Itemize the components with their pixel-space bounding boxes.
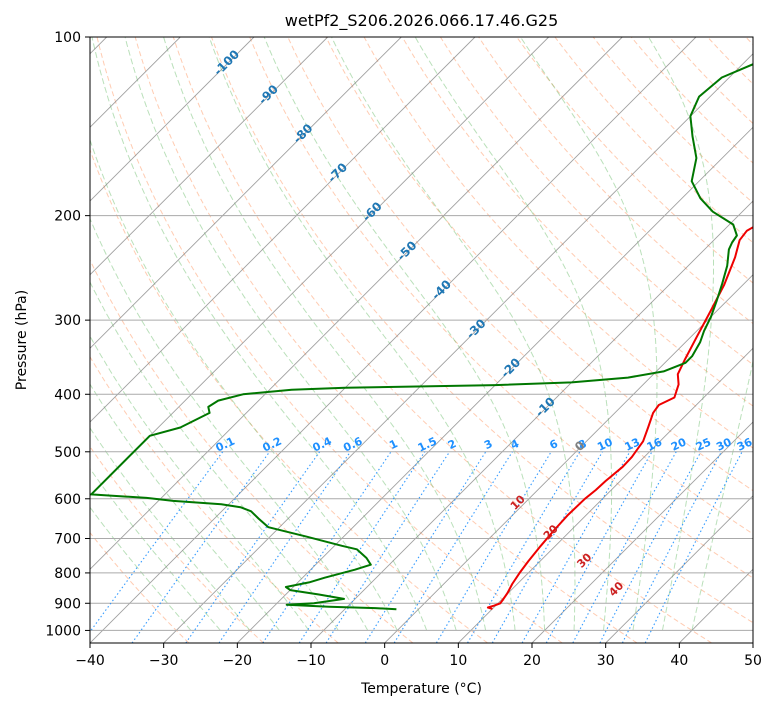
dry-adiabat (478, 37, 753, 325)
axes: −40 −30 −20 −10 0 10 20 30 40 50 100 200 300 400 500 60… (45, 30, 762, 669)
skewed-isotherm (90, 37, 697, 643)
x-tick-label: −40 (75, 653, 105, 669)
mixing-ratio-label: 36 (735, 435, 755, 453)
mixing-ratio-line (572, 451, 677, 643)
x-tick-label: 20 (523, 653, 541, 669)
dry-adiabat (287, 37, 753, 535)
dry-adiabat (172, 37, 712, 643)
y-tick-label: 500 (54, 445, 81, 461)
skewed-isotherm (90, 37, 402, 349)
y-tick-label: 700 (54, 532, 81, 548)
dry-adiabat (90, 258, 414, 643)
skewed-isotherm (163, 53, 753, 643)
skewed-isotherm (90, 37, 476, 423)
profile-lines (90, 63, 753, 611)
background-lines (90, 37, 753, 643)
moist-adiabat (331, 37, 576, 631)
y-axis-label: Pressure (hPa) (14, 290, 30, 390)
dry-adiabat (96, 37, 563, 643)
x-tick-label: 30 (597, 653, 615, 669)
dry-adiabat (90, 355, 339, 643)
mixing-ratio-label: 30 (714, 435, 734, 453)
skewed-isotherm (605, 495, 753, 643)
moist-adiabat (519, 37, 658, 631)
mixing-ratio-line (467, 451, 581, 643)
mixing-ratio-label: 20 (669, 435, 689, 453)
dry-adiabat (439, 37, 753, 366)
mixing-ratio-line (364, 451, 487, 643)
plot-frame (89, 36, 754, 644)
skewed-isotherm (384, 274, 753, 643)
moist-adiabat (263, 37, 546, 631)
skewed-isotherm (457, 347, 753, 643)
dry-adiabat (592, 37, 753, 204)
moist-adiabat (90, 467, 221, 631)
dry-adiabat (401, 37, 753, 407)
skewed-isotherm (310, 200, 753, 643)
mixing-ratio-label: 25 (694, 436, 713, 454)
mixing-ratio-label: 16 (645, 435, 665, 453)
dry-adiabat (90, 148, 488, 643)
moist-adiabat (124, 37, 457, 631)
moist-adiabat (648, 37, 714, 631)
temperature-profile-line (486, 226, 753, 610)
mixing-ratio-label: 13 (623, 436, 642, 454)
moist-adiabat (90, 138, 398, 631)
moist-adiabat (90, 383, 280, 631)
mixing-ratio-line (545, 451, 653, 643)
skewed-isotherm (236, 126, 753, 643)
moist-adiabat (90, 427, 251, 631)
x-tick-label: 0 (380, 653, 389, 669)
mixing-ratio-line (131, 451, 271, 643)
x-axis-label: Temperature (°C) (360, 681, 482, 697)
x-tick-label: −30 (149, 653, 179, 669)
x-tick-label: −20 (223, 653, 253, 669)
y-tick-label: 900 (54, 596, 81, 612)
x-tick-label: −10 (296, 653, 326, 669)
y-tick-label: 1000 (45, 623, 81, 639)
dry-adiabat (325, 37, 753, 492)
skewed-isotherm (531, 421, 753, 643)
y-tick-label: 400 (54, 387, 81, 403)
chart-title: wetPf2_S206.2026.066.17.46.G25 (285, 11, 559, 31)
y-tick-label: 600 (54, 492, 81, 508)
plot-background (90, 37, 753, 643)
skewed-isotherm (90, 37, 255, 202)
moist-adiabat (91, 37, 428, 631)
dry-adiabat (90, 531, 190, 643)
dry-adiabat (134, 37, 638, 643)
y-tick-label: 300 (54, 313, 81, 329)
mixing-ratio-line (435, 451, 552, 643)
skewed-isotherm (90, 37, 550, 497)
y-tick-label: 100 (54, 30, 81, 46)
moist-adiabat (90, 217, 369, 631)
mixing-ratio-line (325, 451, 451, 643)
mixing-ratio-line (521, 451, 631, 643)
skewed-isotherm (90, 37, 329, 276)
y-tick-label: 200 (54, 209, 81, 225)
moist-adiabat (208, 37, 516, 631)
x-tick-label: 10 (449, 653, 467, 669)
dry-adiabat (249, 37, 753, 579)
mixing-ratio-line (393, 451, 513, 643)
moist-adiabat (90, 506, 192, 631)
moist-adiabat (163, 37, 487, 631)
skewed-isotherm (752, 642, 753, 643)
mixing-ratio-line (218, 451, 351, 643)
dry-adiabat (211, 37, 753, 624)
skewed-isotherm (90, 37, 623, 570)
mixing-ratio-line (185, 451, 321, 643)
mixing-ratio-label: 10 (595, 435, 615, 453)
moist-adiabat (691, 359, 753, 631)
dewpoint-profile-line (90, 63, 753, 611)
mixing-ratio-line (491, 451, 603, 643)
y-tick-label: 800 (54, 566, 81, 582)
x-tick-label: 50 (744, 653, 762, 669)
x-tick-label: 40 (670, 653, 688, 669)
